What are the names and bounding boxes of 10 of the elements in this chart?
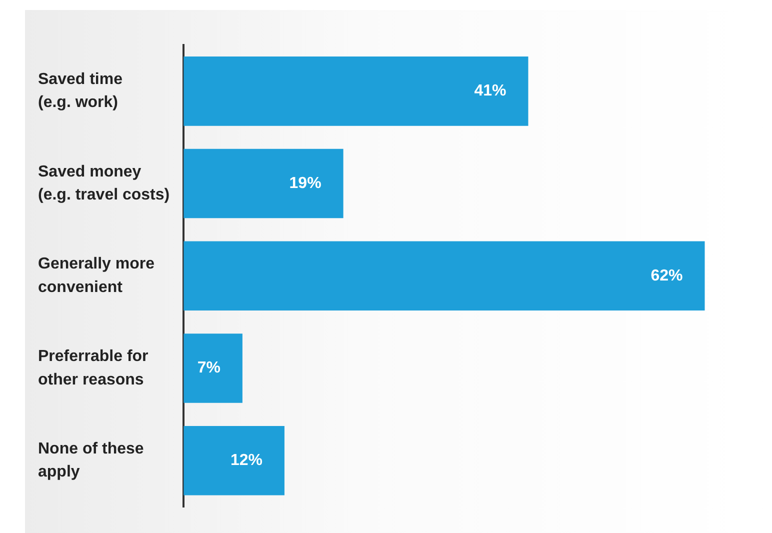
y-tick-label: Preferrable for other reasons xyxy=(38,348,148,388)
y-tick-label: Saved time (e.g. work) xyxy=(38,70,123,112)
y-tick-label: Saved money (e.g. travel costs) xyxy=(38,163,170,204)
y-tick-label: None of these apply xyxy=(38,440,144,481)
data-label: 41% xyxy=(474,82,506,100)
y-tick-label: Generally more convenient xyxy=(38,256,155,296)
data-label: 62% xyxy=(650,267,683,284)
data-label: 7% xyxy=(197,360,220,377)
data-label: 12% xyxy=(230,452,262,470)
data-label: 19% xyxy=(289,174,322,192)
